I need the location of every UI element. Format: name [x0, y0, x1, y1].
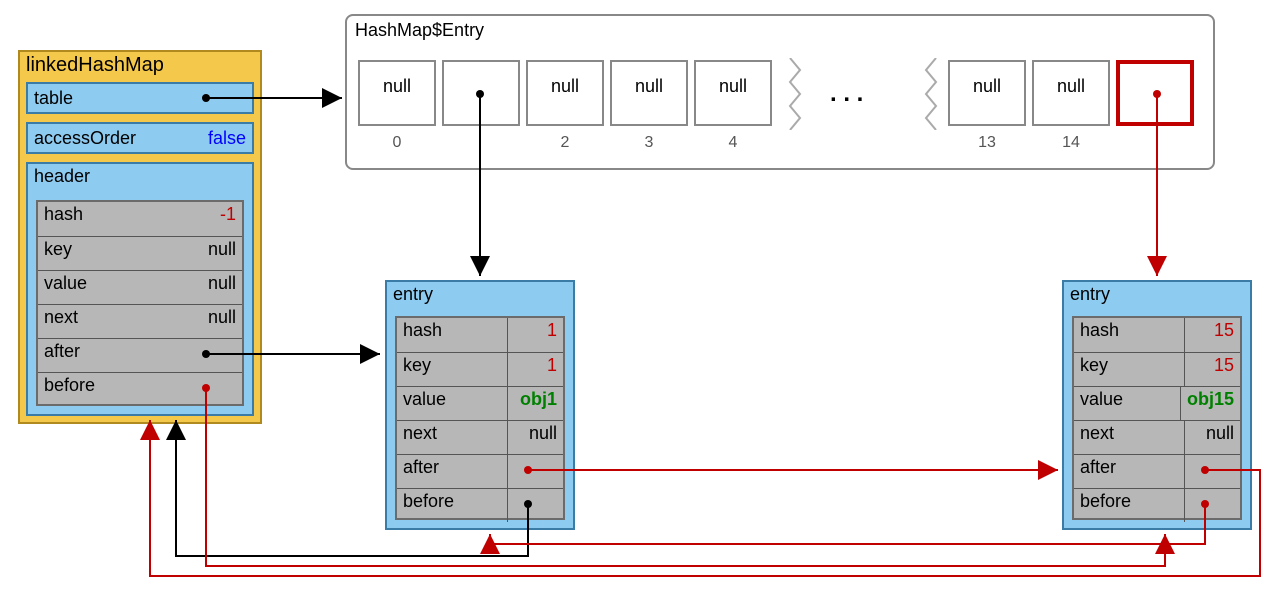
array-cell: null: [1032, 60, 1110, 126]
row-key: value: [38, 271, 187, 304]
row-key: key: [1074, 353, 1185, 386]
row-key: before: [38, 373, 187, 406]
linkedhashmap-title: linkedHashMap: [20, 52, 260, 79]
header-title: header: [28, 164, 252, 189]
table-row: nextnull: [38, 304, 242, 338]
array-cell: null: [694, 60, 772, 126]
table-row: valueobj1: [397, 386, 563, 420]
table-row: after: [397, 454, 563, 488]
entry-array-title: HashMap$Entry: [347, 16, 1213, 43]
row-key: next: [397, 421, 508, 454]
row-value: null: [1185, 421, 1240, 454]
table-row: hash1: [397, 318, 563, 352]
row-value: 1: [508, 353, 563, 386]
accessorder-value: false: [202, 126, 252, 151]
row-value: 1: [508, 318, 563, 352]
table-row: nextnull: [397, 420, 563, 454]
table-row: after: [38, 338, 242, 372]
table-row: before: [38, 372, 242, 406]
table-row: valuenull: [38, 270, 242, 304]
row-value: [1185, 489, 1240, 522]
row-key: hash: [1074, 318, 1185, 352]
row-value: null: [187, 237, 242, 270]
table-row: valueobj15: [1074, 386, 1240, 420]
row-key: next: [1074, 421, 1185, 454]
row-value: null: [508, 421, 563, 454]
table-row: keynull: [38, 236, 242, 270]
row-value: [508, 489, 563, 522]
table-label: table: [28, 86, 79, 111]
array-cell: null: [948, 60, 1026, 126]
table-row: before: [397, 488, 563, 522]
row-key: before: [1074, 489, 1185, 522]
array-index: 3: [610, 134, 688, 152]
zigzag-right: [918, 58, 958, 130]
array-index: 4: [694, 134, 772, 152]
array-index: 14: [1032, 134, 1110, 152]
row-key: hash: [397, 318, 508, 352]
row-value: -1: [187, 202, 242, 236]
entry15-table: hash15key15valueobj15nextnullafterbefore: [1072, 316, 1242, 520]
row-key: hash: [38, 202, 187, 236]
header-table: hash-1keynullvaluenullnextnullafterbefor…: [36, 200, 244, 406]
row-value: obj1: [508, 387, 563, 420]
table-row: hash-1: [38, 202, 242, 236]
row-value: obj15: [1181, 387, 1240, 420]
zigzag-left: [782, 58, 822, 130]
accessorder-label: accessOrder: [28, 126, 142, 151]
row-value: [187, 373, 242, 406]
table-row: nextnull: [1074, 420, 1240, 454]
row-key: after: [38, 339, 187, 372]
row-value: [508, 455, 563, 488]
array-index: 2: [526, 134, 604, 152]
table-row: key15: [1074, 352, 1240, 386]
entry1-title: entry: [387, 282, 573, 307]
entry15-title: entry: [1064, 282, 1250, 307]
row-key: before: [397, 489, 508, 522]
row-value: [187, 339, 242, 372]
entry1-table: hash1key1valueobj1nextnullafterbefore: [395, 316, 565, 520]
array-cell: [442, 60, 520, 126]
row-value: null: [187, 305, 242, 338]
accessorder-row-box: accessOrder false: [26, 122, 254, 154]
row-key: value: [397, 387, 508, 420]
table-row: key1: [397, 352, 563, 386]
row-key: value: [1074, 387, 1181, 420]
row-key: key: [38, 237, 187, 270]
array-ellipsis: . . .: [830, 80, 863, 108]
row-value: 15: [1185, 353, 1240, 386]
array-cell: null: [358, 60, 436, 126]
array-index: 0: [358, 134, 436, 152]
array-cell: null: [610, 60, 688, 126]
table-row: after: [1074, 454, 1240, 488]
array-cell: [1116, 60, 1194, 126]
row-key: after: [1074, 455, 1185, 488]
table-row-box: table: [26, 82, 254, 114]
array-index: 13: [948, 134, 1026, 152]
array-cell: null: [526, 60, 604, 126]
row-key: next: [38, 305, 187, 338]
row-value: [1185, 455, 1240, 488]
table-row: before: [1074, 488, 1240, 522]
row-key: after: [397, 455, 508, 488]
row-key: key: [397, 353, 508, 386]
row-value: null: [187, 271, 242, 304]
row-value: 15: [1185, 318, 1240, 352]
table-row: hash15: [1074, 318, 1240, 352]
